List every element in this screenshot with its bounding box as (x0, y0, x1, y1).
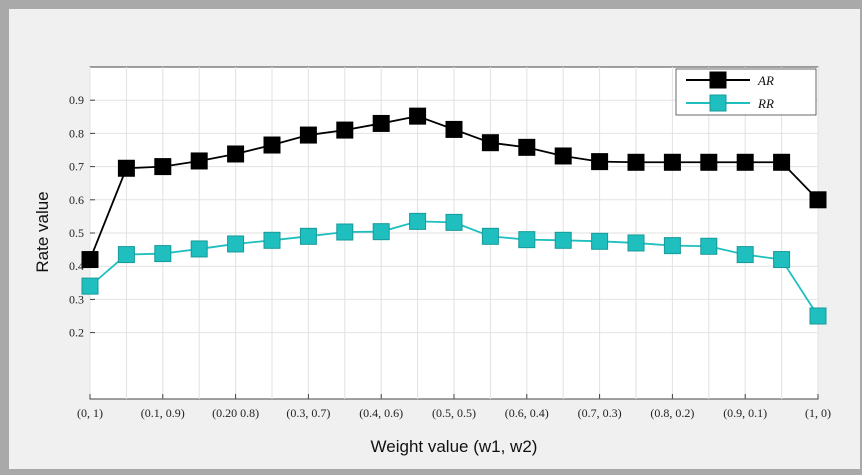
y-tick-label: 0.7 (69, 160, 84, 174)
x-tick-label: (0, 1) (77, 406, 103, 420)
data-point-ar (518, 138, 536, 156)
data-point-rr (773, 251, 791, 269)
x-tick-label: (0.1, 0.9) (141, 406, 185, 420)
data-point-rr (591, 232, 609, 250)
data-point-ar (591, 153, 609, 171)
data-point-ar (663, 153, 681, 171)
legend: AR RR (675, 68, 817, 116)
data-point-rr (372, 223, 390, 241)
y-tick-label: 0.2 (69, 326, 84, 340)
data-point-ar (627, 153, 645, 171)
data-point-rr (627, 234, 645, 252)
y-axis-ticks: 0.2 0.3 0.4 0.5 0.6 0.7 0.8 0.9 (69, 93, 95, 340)
y-tick-label: 0.9 (69, 93, 84, 107)
data-point-ar (736, 153, 754, 171)
data-point-rr (227, 235, 245, 253)
x-tick-label: (0.3, 0.7) (286, 406, 330, 420)
data-point-ar (409, 107, 427, 125)
data-point-ar (227, 145, 245, 163)
data-point-rr (263, 231, 281, 249)
data-point-rr (736, 246, 754, 264)
x-tick-label: (0.9, 0.1) (723, 406, 767, 420)
data-point-rr (554, 231, 572, 249)
x-tick-label: (0.20 0.8) (212, 406, 259, 420)
data-point-rr (663, 237, 681, 255)
data-point-ar (190, 152, 208, 170)
data-point-rr (299, 227, 317, 245)
data-point-ar (445, 120, 463, 138)
y-tick-label: 0.6 (69, 193, 84, 207)
data-point-ar (154, 158, 172, 176)
x-tick-label: (0.8, 0.2) (650, 406, 694, 420)
data-point-ar (481, 134, 499, 152)
legend-box (675, 68, 817, 116)
data-point-rr (409, 212, 427, 230)
data-point-ar (554, 147, 572, 165)
data-point-rr (518, 231, 536, 249)
x-tick-label: (0.6, 0.4) (505, 406, 549, 420)
y-tick-label: 0.5 (69, 226, 84, 240)
data-point-rr (190, 240, 208, 258)
x-axis-ticks: (0, 1) (0.1, 0.9) (0.20 0.8) (0.3, 0.7) (0.4… (77, 394, 831, 420)
series-group (81, 107, 827, 325)
data-point-rr (336, 223, 354, 241)
data-point-ar (81, 251, 99, 269)
x-tick-label: (0.4, 0.6) (359, 406, 403, 420)
x-axis-title: Weight value (w1, w2) (371, 437, 538, 456)
legend-marker-ar (709, 71, 727, 89)
grid-lines (89, 67, 819, 399)
data-point-rr (809, 307, 827, 325)
x-tick-label: (1, 0) (805, 406, 831, 420)
data-point-ar (299, 126, 317, 144)
data-point-ar (809, 191, 827, 209)
data-point-rr (81, 277, 99, 295)
data-point-ar (773, 153, 791, 171)
data-point-ar (336, 121, 354, 139)
x-tick-label: (0.5, 0.5) (432, 406, 476, 420)
y-tick-label: 0.3 (69, 292, 84, 306)
legend-marker-rr (709, 94, 727, 112)
data-point-rr (117, 246, 135, 264)
data-point-rr (700, 237, 718, 255)
data-point-ar (372, 114, 390, 132)
data-point-ar (700, 153, 718, 171)
y-tick-label: 0.4 (69, 259, 84, 273)
data-point-ar (263, 136, 281, 154)
y-tick-label: 0.8 (69, 126, 84, 140)
y-axis-title: Rate value (33, 191, 52, 272)
data-point-ar (117, 159, 135, 177)
data-point-rr (154, 245, 172, 263)
legend-label-ar: AR (757, 73, 774, 88)
data-point-rr (481, 227, 499, 245)
x-tick-label: (0.7, 0.3) (578, 406, 622, 420)
data-point-rr (445, 213, 463, 231)
legend-label-rr: RR (757, 96, 774, 111)
